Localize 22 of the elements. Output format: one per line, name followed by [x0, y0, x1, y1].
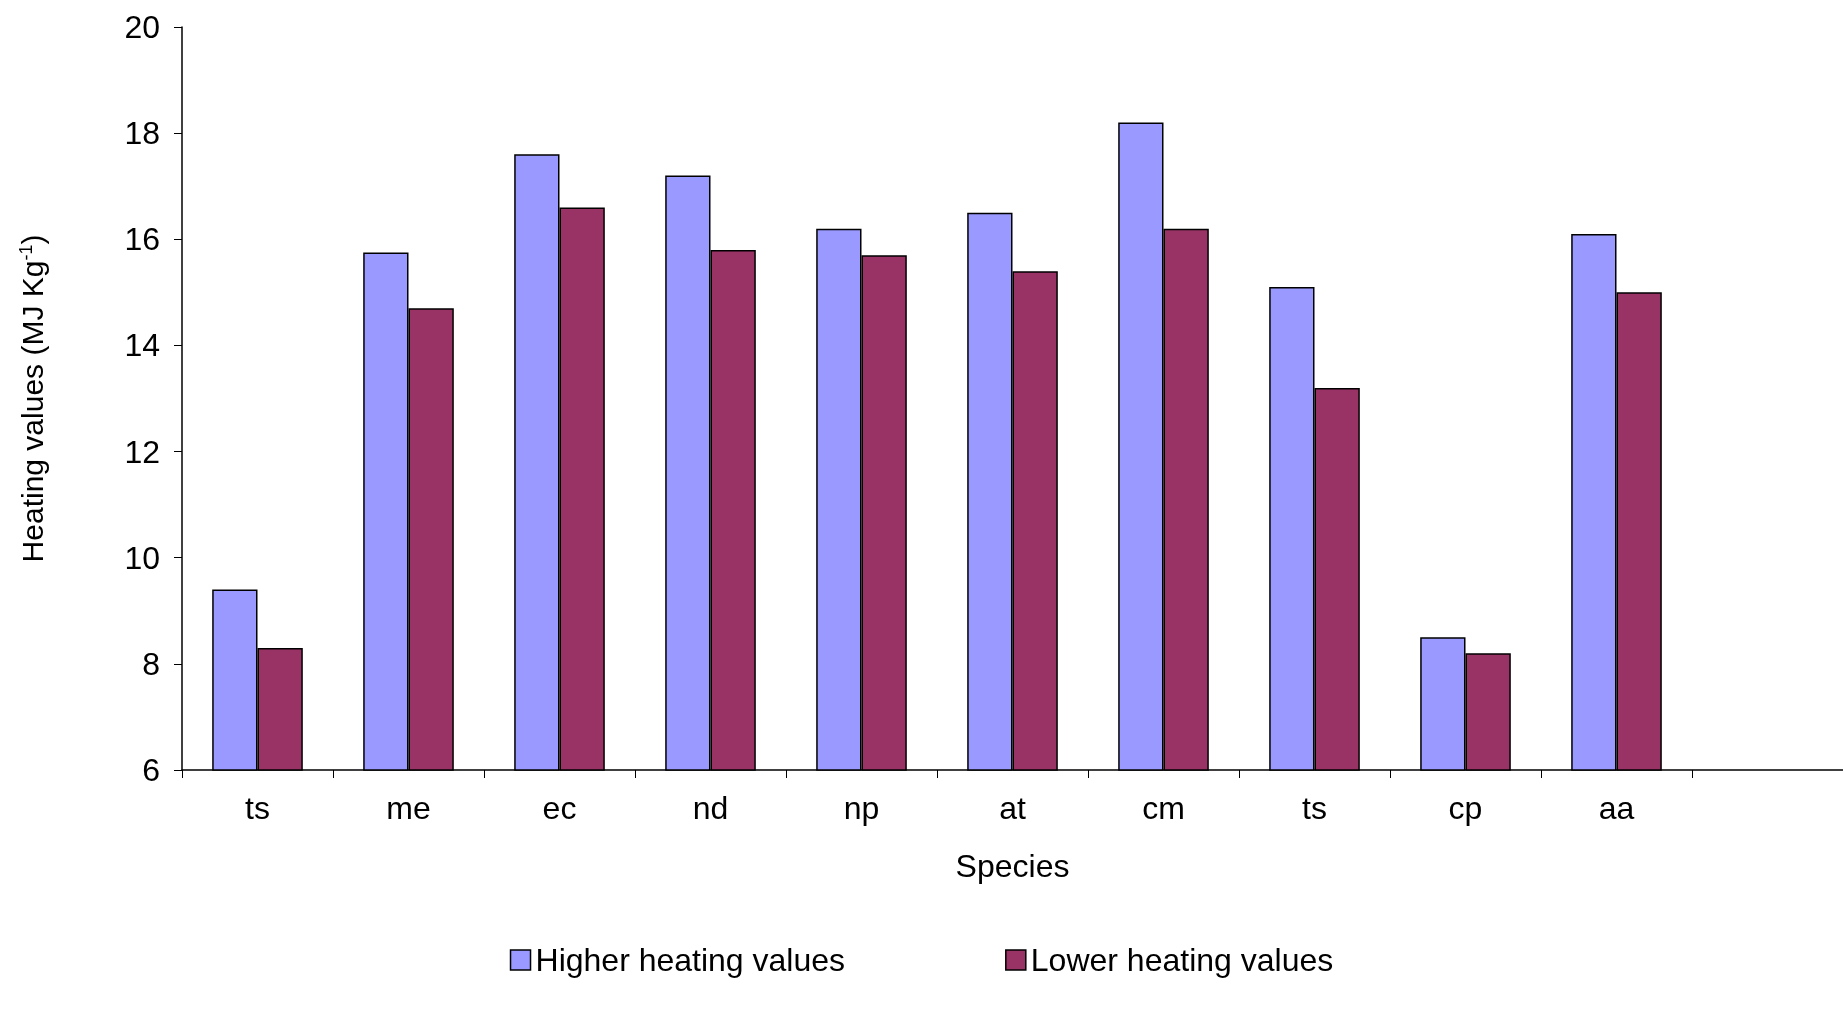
x-tick-label: cp [1448, 790, 1483, 826]
y-tick-label: 16 [124, 221, 160, 258]
x-axis-title: Species [955, 848, 1070, 884]
x-tick-label: ec [542, 790, 577, 826]
x-tick-label: cm [1142, 790, 1185, 826]
legend-label: Higher heating values [535, 942, 846, 978]
x-tick-label: nd [692, 790, 729, 826]
y-tick-label: 12 [124, 433, 160, 470]
x-tick-label: np [843, 790, 880, 826]
legend-label: Lower heating values [1030, 942, 1334, 978]
x-tick-label: ts [245, 790, 270, 826]
x-tick-label: me [386, 790, 431, 826]
x-tick-label: ts [1302, 790, 1327, 826]
x-tick-label: aa [1598, 790, 1635, 826]
y-tick-label: 20 [124, 9, 160, 45]
y-tick-label: 8 [142, 645, 160, 682]
y-tick-label: 6 [142, 752, 160, 788]
y-tick-label: 18 [124, 115, 160, 152]
x-tick-label: at [999, 790, 1026, 826]
y-tick-label: 10 [124, 539, 160, 576]
y-axis-title: Heating values (MJ Kg-1) [15, 234, 49, 563]
y-tick-label: 14 [124, 327, 160, 364]
